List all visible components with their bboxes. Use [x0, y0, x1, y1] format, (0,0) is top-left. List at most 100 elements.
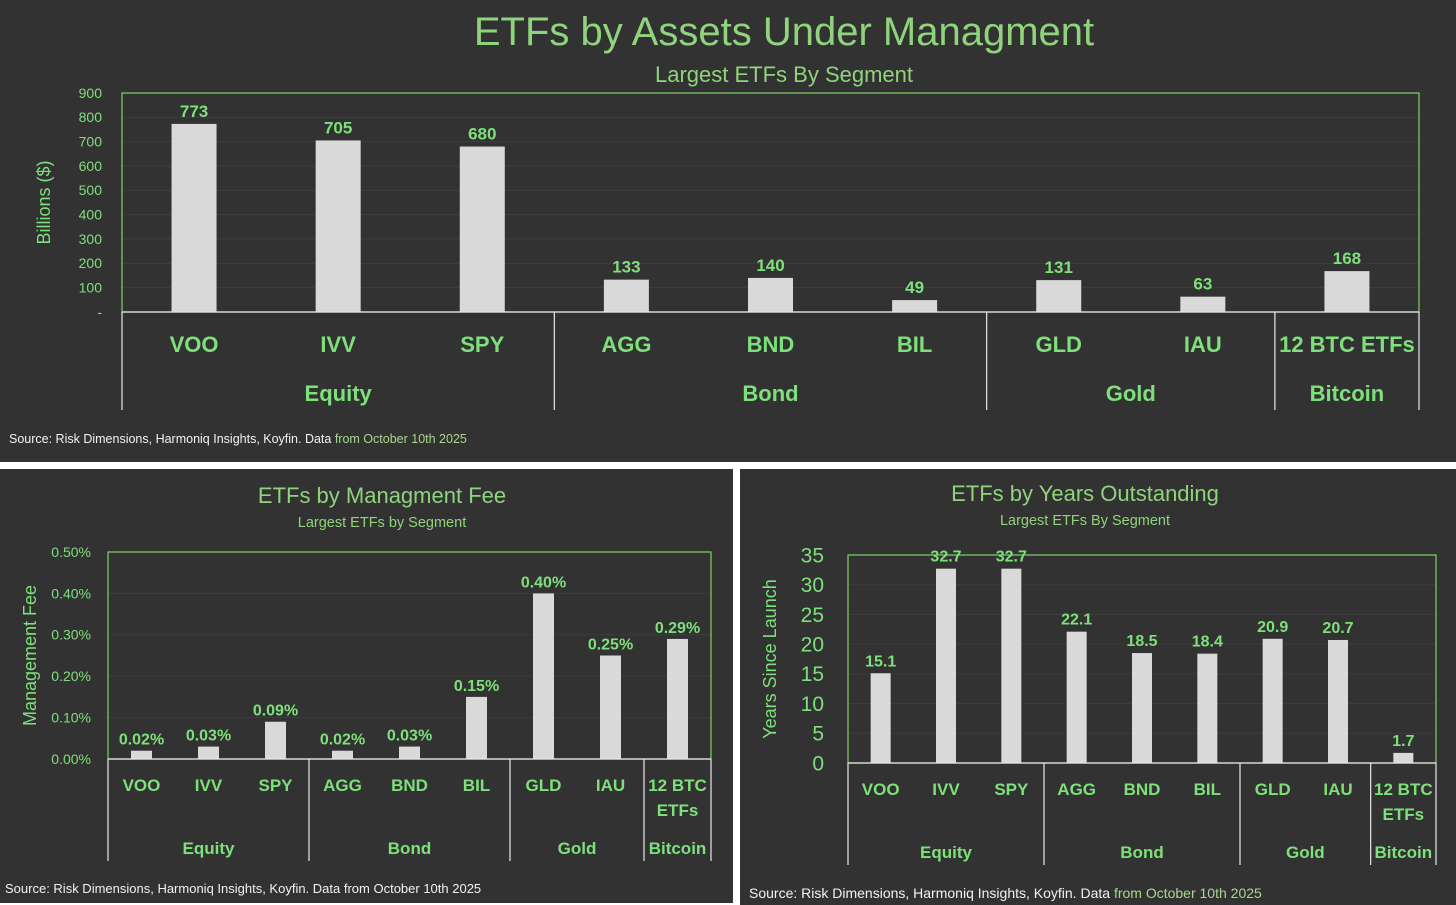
category-label: IAU [1323, 780, 1352, 799]
data-label: 680 [468, 125, 496, 144]
data-label: 15.1 [865, 653, 896, 670]
group-label: Bitcoin [649, 839, 707, 858]
data-label: 1.7 [1392, 733, 1414, 750]
y-tick-label: 10 [801, 693, 824, 716]
years-chart: ETFs by Years Outstanding Largest ETFs By… [749, 481, 1437, 901]
y-tick-label: 0.20% [51, 668, 91, 684]
y-tick-label: - [97, 304, 102, 320]
category-label: VOO [862, 780, 900, 799]
data-label: 0.25% [588, 637, 633, 654]
y-tick-label: 400 [79, 207, 103, 223]
group-label: Bond [388, 839, 431, 858]
source-note: Source: Risk Dimensions, Harmoniq Insigh… [9, 432, 467, 446]
bar [1324, 271, 1370, 312]
category-label: IVV [195, 776, 223, 795]
data-label: 22.1 [1061, 612, 1092, 629]
data-label: 131 [1045, 258, 1073, 277]
bar [1036, 280, 1082, 312]
group-label: Bitcoin [1375, 843, 1433, 862]
bar [1132, 653, 1152, 763]
category-label: ETFs [1383, 805, 1425, 824]
data-label: 20.9 [1257, 619, 1288, 636]
fee-chart: ETFs by Managment Fee Largest ETFs by Seg… [5, 483, 712, 896]
data-label: 0.09% [253, 703, 298, 720]
bar [131, 750, 152, 759]
data-label: 0.02% [320, 732, 365, 749]
data-label: 32.7 [930, 549, 961, 566]
category-label: SPY [258, 776, 293, 795]
data-label: 0.02% [119, 732, 164, 749]
category-label: BIL [1194, 780, 1221, 799]
bar [748, 277, 793, 312]
y-tick-label: 0.10% [51, 710, 91, 726]
y-tick-label: 600 [79, 158, 103, 174]
bar [171, 123, 217, 312]
y-tick-label: 800 [79, 109, 103, 125]
data-label: 0.03% [387, 728, 432, 745]
bar [603, 279, 649, 312]
category-label: AGG [323, 776, 362, 795]
bar [399, 746, 420, 759]
source-note: Source: Risk Dimensions, Harmoniq Insigh… [749, 885, 1262, 901]
bar [936, 568, 956, 763]
category-label: IVV [932, 780, 960, 799]
category-label: 12 BTC [648, 776, 707, 795]
fee-chart-panel: ETFs by Managment Fee Largest ETFs by Seg… [0, 469, 733, 903]
category-label: BIL [463, 776, 490, 795]
y-tick-label: 900 [79, 85, 103, 101]
data-label: 32.7 [996, 549, 1027, 566]
source-text: Source: Risk Dimensions, Harmoniq Insigh… [749, 885, 1114, 901]
category-label: BND [747, 332, 795, 357]
category-label: GLD [1255, 780, 1291, 799]
bar [1197, 653, 1218, 763]
chart-subtitle: Largest ETFs By Segment [1000, 513, 1170, 529]
group-label: Bond [1120, 843, 1163, 862]
category-label: VOO [123, 776, 161, 795]
group-label: Equity [305, 381, 373, 406]
category-label: GLD [526, 776, 562, 795]
y-axis-label: Years Since Launch [760, 579, 780, 738]
y-tick-label: 15 [801, 663, 824, 686]
bar [600, 655, 621, 759]
chart-title: ETFs by Managment Fee [258, 483, 506, 508]
category-label: IAU [1184, 332, 1222, 357]
aum-chart: ETFs by Assets Under Managment Largest ET… [9, 10, 1420, 446]
y-tick-label: 0.30% [51, 627, 91, 643]
category-label: 12 BTC ETFs [1279, 332, 1415, 357]
y-tick-label: 0.00% [51, 751, 91, 767]
group-label: Equity [183, 839, 235, 858]
chart-title: ETFs by Years Outstanding [951, 481, 1219, 506]
source-text: Source: Risk Dimensions, Harmoniq Insigh… [5, 881, 481, 896]
bar [1066, 631, 1087, 763]
data-label: 63 [1193, 275, 1212, 294]
group-label: Gold [1106, 381, 1156, 406]
bar [466, 696, 487, 759]
category-label: GLD [1035, 332, 1081, 357]
y-tick-label: 0.50% [51, 544, 91, 560]
data-label: 773 [180, 102, 208, 121]
bar [1393, 752, 1414, 763]
category-label: AGG [601, 332, 651, 357]
data-label: 20.7 [1322, 620, 1353, 637]
y-tick-label: 20 [801, 633, 824, 656]
y-axis-label: Billions ($) [34, 160, 54, 244]
bar [1001, 568, 1022, 763]
y-tick-label: 300 [79, 231, 103, 247]
y-tick-label: 25 [801, 604, 824, 627]
data-label: 133 [612, 258, 640, 277]
y-tick-label: 5 [812, 723, 824, 746]
category-label: IVV [320, 332, 356, 357]
category-label: BND [1124, 780, 1161, 799]
data-label: 0.40% [521, 574, 566, 591]
y-tick-label: 700 [79, 134, 103, 150]
category-label: 12 BTC [1374, 780, 1433, 799]
data-label: 0.15% [454, 678, 499, 695]
bar [892, 300, 938, 312]
y-tick-label: 30 [801, 574, 824, 597]
data-label: 18.4 [1192, 634, 1223, 651]
bar [315, 140, 361, 312]
data-label: 168 [1333, 249, 1361, 268]
y-tick-label: 500 [79, 182, 103, 198]
group-label: Gold [558, 839, 597, 858]
